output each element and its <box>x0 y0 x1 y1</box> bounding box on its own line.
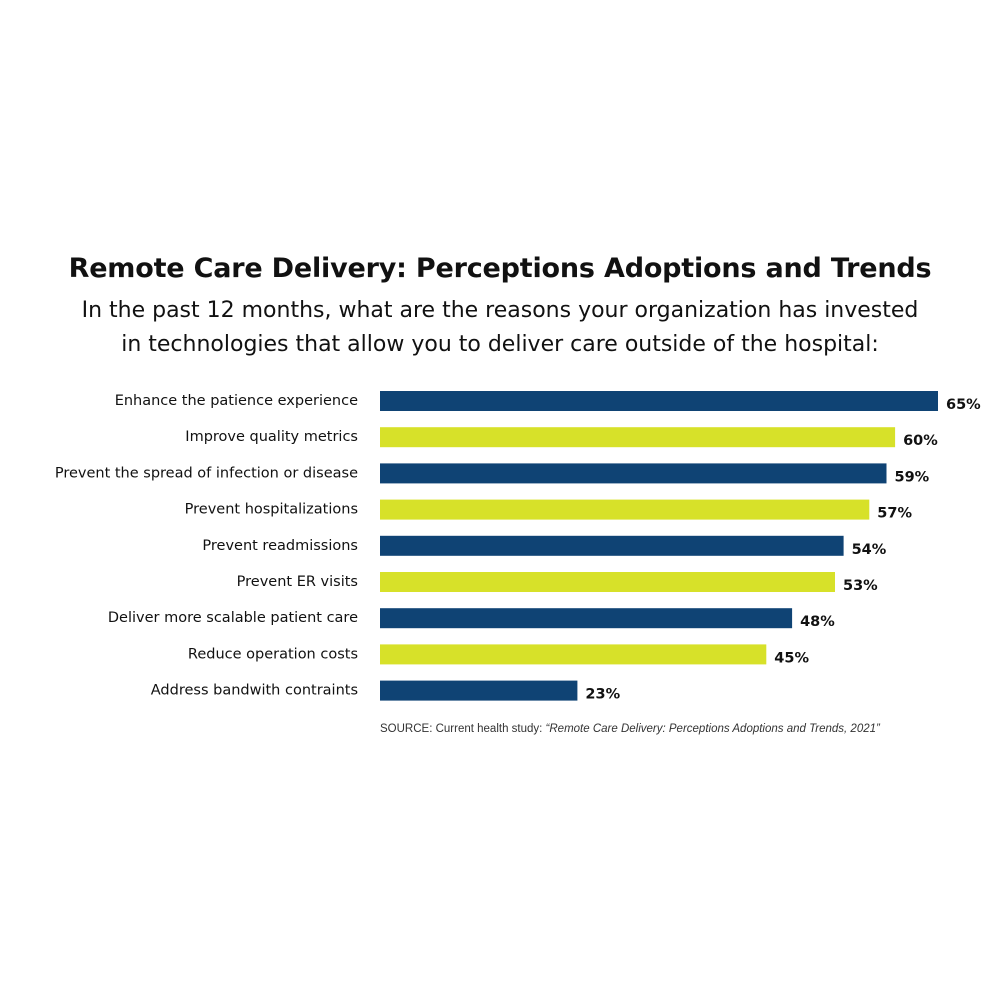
category-label: Reduce operation costs <box>188 646 358 662</box>
bar <box>380 608 793 629</box>
bar <box>380 463 887 484</box>
category-label: Prevent ER visits <box>237 574 358 590</box>
value-label: 23% <box>585 687 620 703</box>
value-label: 54% <box>852 542 887 558</box>
value-label: 60% <box>903 433 938 449</box>
source-quote: “Remote Care Delivery: Perceptions Adopt… <box>545 723 880 735</box>
category-label: Prevent readmissions <box>202 538 358 554</box>
source-prefix: SOURCE: Current health study: <box>380 723 543 735</box>
bar <box>380 572 835 592</box>
value-label: 57% <box>877 506 912 522</box>
category-label: Deliver more scalable patient care <box>108 610 358 626</box>
subtitle-line-2: in technologies that allow you to delive… <box>121 332 879 357</box>
chart-subtitle: In the past 12 months, what are the reas… <box>0 294 1000 362</box>
bar <box>380 427 896 448</box>
category-label: Enhance the patience experience <box>115 393 358 409</box>
chart-title: Remote Care Delivery: Perceptions Adopti… <box>68 253 932 284</box>
category-label: Improve quality metrics <box>185 429 358 445</box>
value-label: 59% <box>895 469 930 485</box>
bar <box>380 499 870 520</box>
category-label: Prevent the spread of infection or disea… <box>55 465 358 481</box>
value-label: 65% <box>946 397 981 413</box>
source-note: SOURCE: Current health study: “Remote Ca… <box>380 723 880 735</box>
value-label: 53% <box>843 578 878 594</box>
value-label: 48% <box>800 614 835 630</box>
category-label: Address bandwith contraints <box>151 683 358 699</box>
bar <box>380 391 938 411</box>
bar <box>380 680 578 701</box>
value-label: 45% <box>774 650 809 666</box>
bar <box>380 535 844 556</box>
category-label: Prevent hospitalizations <box>185 502 358 518</box>
subtitle-line-1: In the past 12 months, what are the reas… <box>81 298 919 323</box>
bar-chart: Enhance the patience experience 65% Improv… <box>55 391 981 703</box>
bar <box>380 644 767 665</box>
